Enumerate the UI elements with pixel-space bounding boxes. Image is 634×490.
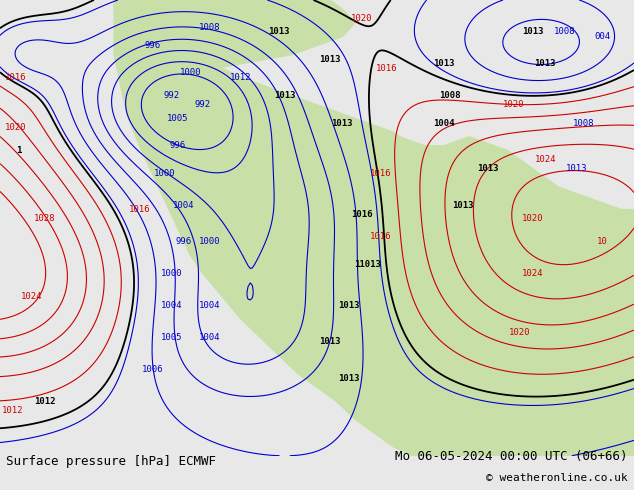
Text: 1008: 1008	[439, 91, 461, 100]
Text: 1004: 1004	[173, 200, 195, 210]
Text: 1000: 1000	[154, 169, 176, 178]
Polygon shape	[114, 32, 634, 456]
Text: 1013: 1013	[319, 55, 340, 64]
Text: 1016: 1016	[351, 210, 372, 219]
Text: 1024: 1024	[522, 269, 543, 278]
Text: 1005: 1005	[167, 114, 188, 123]
Text: 1004: 1004	[198, 333, 220, 342]
Text: 1012: 1012	[230, 73, 252, 82]
Text: 996: 996	[176, 237, 192, 246]
Text: 1013: 1013	[522, 27, 543, 36]
Text: 1016: 1016	[5, 73, 27, 82]
Text: 992: 992	[195, 100, 211, 109]
Text: 1013: 1013	[338, 301, 359, 310]
Text: © weatheronline.co.uk: © weatheronline.co.uk	[486, 473, 628, 483]
Text: 992: 992	[163, 91, 179, 100]
Text: 1020: 1020	[5, 123, 27, 132]
Text: 1020: 1020	[503, 100, 524, 109]
Text: 004: 004	[594, 32, 611, 41]
Text: 1000: 1000	[179, 69, 201, 77]
Polygon shape	[114, 0, 355, 69]
Text: 1013: 1013	[477, 164, 499, 173]
Text: 1008: 1008	[198, 23, 220, 32]
Text: 1013: 1013	[319, 337, 340, 346]
Polygon shape	[0, 0, 634, 456]
Text: 10: 10	[597, 237, 607, 246]
Text: Mo 06-05-2024 00:00 UTC (06+66): Mo 06-05-2024 00:00 UTC (06+66)	[395, 450, 628, 463]
Text: 1020: 1020	[351, 14, 372, 23]
Text: 1000: 1000	[198, 237, 220, 246]
Text: 1013: 1013	[332, 119, 353, 127]
Text: 1004: 1004	[160, 301, 182, 310]
Text: 1024: 1024	[21, 292, 42, 301]
Text: 1016: 1016	[370, 169, 391, 178]
Text: 11013: 11013	[354, 260, 381, 269]
Text: 1013: 1013	[566, 164, 588, 173]
Text: 1012: 1012	[34, 396, 55, 406]
Text: 1000: 1000	[160, 269, 182, 278]
Text: 1028: 1028	[34, 214, 55, 223]
Text: 1016: 1016	[370, 232, 391, 242]
Text: 1008: 1008	[553, 27, 575, 36]
Text: 1: 1	[16, 146, 22, 155]
Text: 1013: 1013	[275, 91, 296, 100]
Text: 996: 996	[144, 41, 160, 50]
Text: 1004: 1004	[198, 301, 220, 310]
Text: 1024: 1024	[534, 155, 556, 164]
Text: 1013: 1013	[338, 374, 359, 383]
Text: 1013: 1013	[433, 59, 455, 68]
Text: 1016: 1016	[129, 205, 150, 214]
Text: 1016: 1016	[376, 64, 398, 73]
Text: 1012: 1012	[2, 406, 23, 415]
Text: 1006: 1006	[141, 365, 163, 373]
Text: 996: 996	[169, 141, 186, 150]
Text: 1013: 1013	[268, 27, 290, 36]
Text: 1020: 1020	[522, 214, 543, 223]
Text: 1005: 1005	[160, 333, 182, 342]
Text: 1013: 1013	[534, 59, 556, 68]
Text: 1020: 1020	[509, 328, 531, 337]
Text: 1004: 1004	[433, 119, 455, 127]
Text: 1013: 1013	[452, 200, 474, 210]
Text: 1008: 1008	[573, 119, 594, 127]
Text: Surface pressure [hPa] ECMWF: Surface pressure [hPa] ECMWF	[6, 455, 216, 468]
